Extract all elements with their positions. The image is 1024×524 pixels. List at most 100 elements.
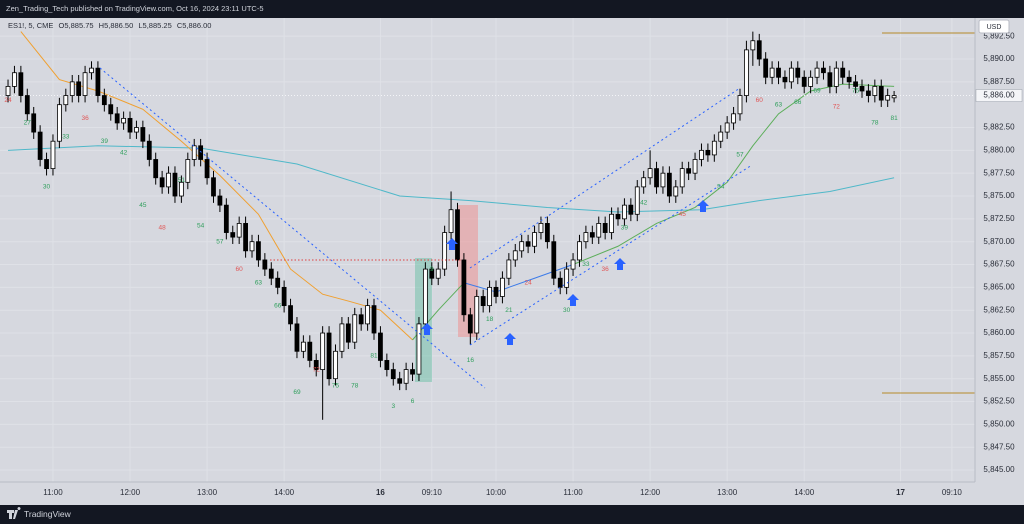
count-label: 81 (370, 353, 378, 360)
y-tick-label: 5,872.50 (983, 214, 1015, 223)
candle-body (345, 323, 351, 343)
x-tick-label: 11:00 (43, 488, 63, 497)
candle-body (390, 369, 396, 380)
candle-body (37, 131, 43, 160)
candle-body (191, 145, 197, 160)
candle-body (500, 277, 505, 297)
candle-body (397, 378, 403, 384)
count-label: 66 (274, 302, 282, 309)
y-tick-label: 5,855.00 (983, 374, 1015, 383)
candle-body (512, 250, 518, 261)
candle-body (711, 140, 717, 156)
symbol: ES1!, 5, CME (8, 21, 53, 30)
candle-body (18, 72, 24, 96)
y-tick-label: 5,880.00 (983, 145, 1015, 154)
candle-body (756, 40, 762, 60)
candle-body (249, 241, 255, 252)
count-label: 39 (101, 138, 109, 145)
count-label: 81 (890, 115, 898, 122)
candle-body (275, 277, 281, 288)
y-tick-label: 5,850.00 (983, 419, 1015, 428)
candle-body (268, 268, 274, 279)
x-tick-label: 13:00 (717, 488, 738, 497)
candle-body (724, 122, 730, 133)
count-label: 75 (332, 382, 340, 389)
count-label: 75 (852, 88, 860, 95)
legend: ES1!, 5, CME O5,885.75 H5,886.50 L5,885.… (8, 21, 211, 30)
candle-body (134, 127, 139, 133)
legend-close: C5,886.00 (177, 21, 212, 30)
count-label: 54 (717, 184, 725, 191)
x-tick-label: 13:00 (197, 488, 218, 497)
candle-body (737, 95, 743, 115)
candle-body (140, 127, 146, 142)
candle-body (570, 259, 576, 270)
candle-body (788, 67, 794, 83)
candle-body (153, 159, 159, 179)
count-label: 78 (871, 120, 879, 127)
count-label: 57 (216, 238, 224, 245)
buy-arrow (567, 294, 579, 306)
candle-body (365, 305, 370, 325)
candle-body (666, 172, 672, 197)
currency-box (978, 19, 1010, 34)
candle-body (814, 67, 820, 78)
candle-body (243, 223, 248, 252)
last-price-label: 5,886.00 (983, 91, 1015, 100)
footer-bar (0, 505, 1024, 524)
candle-body (223, 204, 229, 233)
candle-body (333, 350, 338, 380)
count-label: 48 (159, 225, 167, 232)
candle-body (840, 67, 846, 78)
candle-body (300, 341, 306, 352)
axes: 5,845.00 5,847.50 5,850.00 5,852.50 5,855.00… (43, 31, 1023, 497)
y-tick-label: 5,887.50 (983, 77, 1015, 86)
candle-body (673, 186, 679, 197)
buy-arrow (446, 238, 458, 250)
candle-body (589, 232, 595, 238)
candle-body (891, 95, 897, 99)
candle-body (384, 360, 390, 370)
candle-body (89, 67, 94, 74)
candle-body (866, 90, 871, 96)
candle-body (744, 49, 749, 96)
y-tick-label: 5,865.00 (983, 282, 1015, 291)
x-tick-label: 12:00 (640, 488, 661, 497)
candle-body (63, 95, 69, 106)
candle-body (442, 232, 448, 270)
candle-body (185, 159, 191, 183)
count-label: 45 (679, 211, 687, 218)
candle-body (846, 76, 852, 83)
count-label: 36 (602, 266, 610, 273)
count-label: 63 (775, 101, 783, 108)
count-label: 69 (813, 88, 821, 95)
candle-body (12, 72, 17, 87)
candle-body (320, 332, 326, 370)
candle-body (82, 72, 88, 96)
candle-body (583, 232, 589, 243)
candle-body (853, 81, 858, 87)
candle-body (564, 268, 570, 288)
candle-body (69, 81, 75, 96)
x-tick-label: 14:00 (274, 488, 295, 497)
candle-body (288, 305, 293, 325)
count-label: 18 (486, 316, 494, 323)
candle-body (474, 296, 480, 334)
candle-body (577, 241, 582, 261)
candle-body (403, 369, 409, 384)
count-label: 78 (351, 382, 359, 389)
x-tick-label: 09:10 (422, 488, 443, 497)
candle-body (808, 76, 814, 87)
count-label: 6 (411, 398, 415, 405)
candle-body (467, 314, 473, 334)
candle-body (352, 314, 358, 343)
candle-body (859, 86, 865, 92)
count-label: 63 (255, 280, 263, 287)
candle-body (159, 177, 165, 188)
indicator-line (572, 83, 895, 265)
y-tick-label: 5,892.50 (983, 31, 1015, 40)
candle-body (281, 286, 287, 307)
count-label: 33 (62, 133, 70, 140)
